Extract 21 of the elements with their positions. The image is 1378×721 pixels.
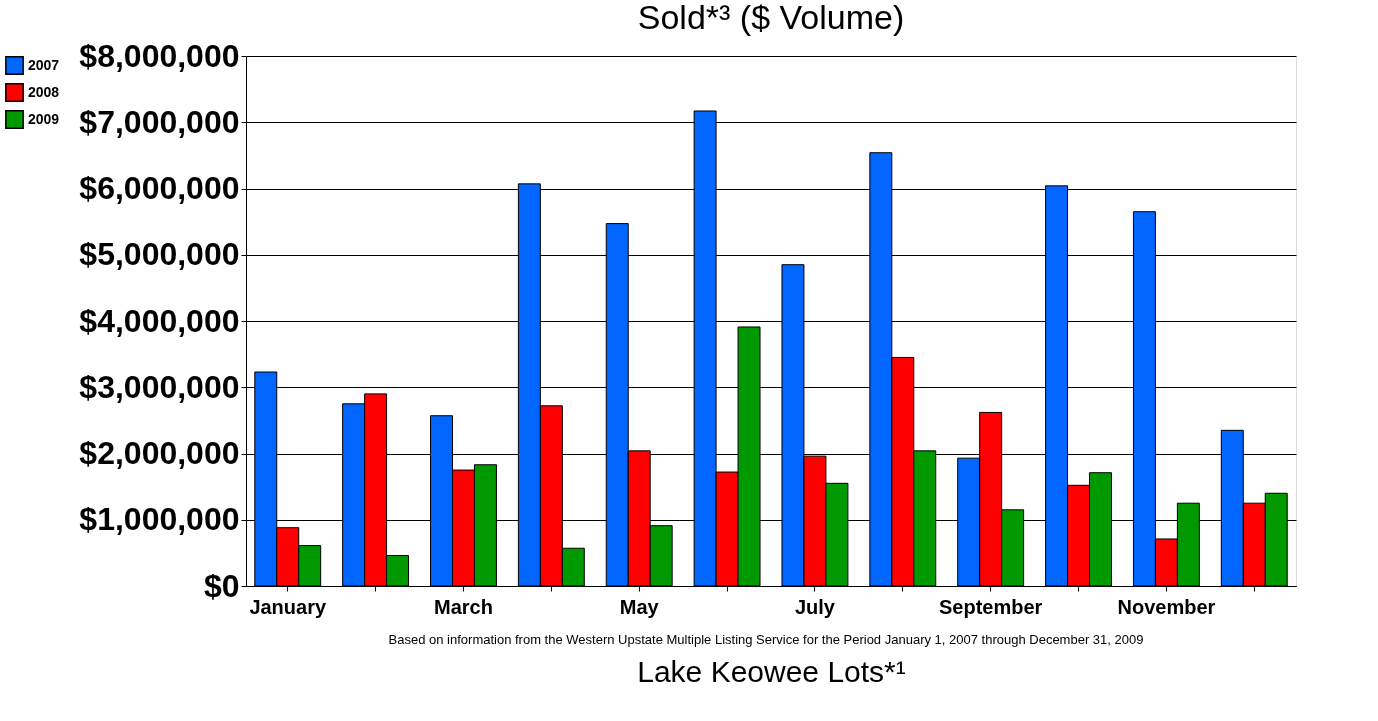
- y-tick-label: $3,000,000: [79, 368, 240, 405]
- legend-label: 2007: [28, 56, 60, 73]
- legend-label: 2008: [28, 83, 60, 100]
- y-tick-label: $2,000,000: [79, 435, 240, 471]
- chart-title: Sold*³ ($ Volume): [637, 0, 905, 36]
- x-tick-label: May: [619, 595, 660, 618]
- x-tick-label: January: [249, 595, 327, 618]
- legend-label: 2009: [28, 110, 60, 127]
- y-tick-label: $1,000,000: [79, 501, 240, 538]
- y-tick-label: $5,000,000: [79, 236, 240, 273]
- x-tick-label: September: [938, 595, 1043, 618]
- x-tick-label: March: [434, 595, 493, 618]
- y-tick-label: $0: [203, 567, 240, 604]
- text: Based on information from the Western Upstate Multiple Listing Service for the Period January 1, 2007 through December 31, 2009: [388, 632, 1144, 647]
- y-tick-label: $4,000,000: [79, 302, 240, 339]
- y-tick-label: $7,000,000: [79, 103, 240, 140]
- y-tick-label: $8,000,000: [79, 37, 240, 74]
- x-tick-label: July: [794, 595, 836, 618]
- y-tick-label: $6,000,000: [79, 170, 240, 206]
- x-axis-title: Lake Keowee Lots*¹: [637, 654, 906, 688]
- x-tick-label: November: [1117, 595, 1216, 618]
